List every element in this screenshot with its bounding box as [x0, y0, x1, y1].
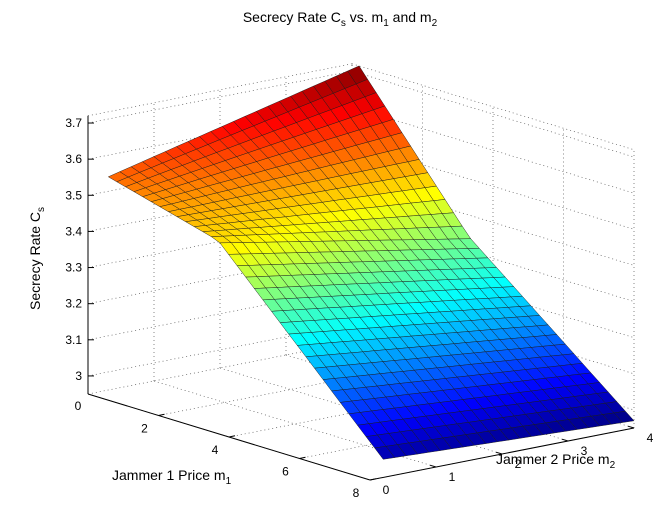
- z-tick-label-2: 3.2: [65, 297, 82, 311]
- y-tick-mark-1: [429, 464, 437, 468]
- y-tick-mark-4: [627, 425, 635, 429]
- x-tick-mark-2: [228, 435, 236, 438]
- x-tick-label-1: 2: [141, 422, 148, 436]
- tick-labels: 3 3.1 3.2 3.3 3.4 3.5 3.6 3.7 0 2 4 6 8 0 1 2 3 4: [65, 116, 653, 500]
- y-tick-label-4: 4: [647, 431, 654, 445]
- y-tick-label-2: 2: [515, 457, 522, 471]
- x-tick-label-4: 8: [353, 486, 360, 500]
- box-edge-top-left: [87, 63, 353, 117]
- z-axis-label: Secrecy Rate Cs: [27, 207, 47, 310]
- x-tick-label-0: 0: [75, 399, 82, 413]
- y-tick-label-0: 0: [383, 483, 390, 497]
- gridline-z-left-7: [87, 70, 353, 124]
- y-tick-mark-2: [495, 451, 503, 455]
- z-tick-label-1: 3.1: [65, 333, 82, 347]
- x-tick-mark-4: [369, 478, 377, 481]
- z-tick-label-7: 3.7: [65, 116, 82, 130]
- y-tick-label-3: 3: [581, 444, 588, 458]
- x-tick-mark-1: [158, 413, 165, 416]
- surface-patch: [374, 446, 396, 460]
- y-tick-label-1: 1: [449, 470, 456, 484]
- z-tick-label-3: 3.3: [65, 261, 82, 275]
- z-tick-label-6: 3.6: [65, 152, 82, 166]
- z-tick-label-5: 3.5: [65, 188, 82, 202]
- surface-mesh: [107, 65, 635, 460]
- y-tick-mark-3: [561, 438, 569, 442]
- chart-title: Secrecy Rate Cs vs. m1 and m2: [243, 9, 438, 29]
- x-axis-label: Jammer 1 Price m1: [112, 467, 232, 487]
- z-tick-label-4: 3.4: [65, 224, 82, 238]
- z-tick-label-0: 3: [75, 369, 82, 383]
- x-tick-label-3: 6: [282, 465, 289, 479]
- y-axis-label: Jammer 2 Price m2: [496, 451, 616, 471]
- x-tick-mark-3: [299, 456, 306, 459]
- x-tick-label-2: 4: [212, 443, 219, 457]
